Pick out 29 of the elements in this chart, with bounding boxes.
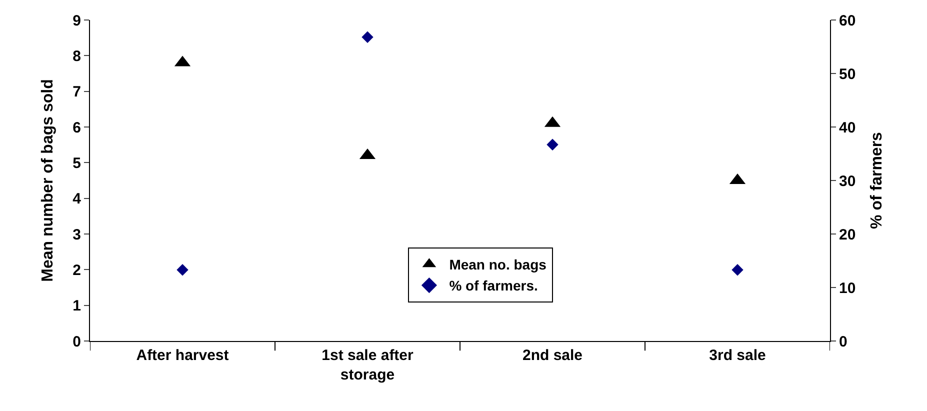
- x-tick-label: 3rd sale: [709, 347, 766, 364]
- point: [546, 138, 558, 151]
- point: [362, 31, 374, 43]
- y-tick-label: 8: [72, 48, 81, 65]
- y-tick-label: 1: [72, 298, 81, 315]
- y-tick-label: 4: [72, 190, 82, 208]
- y-tick-label: 9: [72, 12, 81, 30]
- y-axis-title: Mean number of bags sold: [40, 79, 57, 282]
- legend-label: Mean no. bags: [449, 256, 547, 273]
- y-tick-label: 2: [72, 262, 81, 279]
- legend-label: % of farmers.: [449, 278, 538, 294]
- y2-tick-label: 50: [839, 66, 856, 83]
- y2-tick-label: 20: [839, 226, 856, 244]
- y-tick-label: 5: [72, 154, 81, 172]
- point: [732, 264, 744, 276]
- x-tick-label: 1st sale after storage: [322, 347, 414, 384]
- x-tick-label: 2nd sale: [522, 347, 583, 364]
- x-tick-label: After harvest: [136, 347, 229, 364]
- y2-tick-label: 40: [839, 119, 856, 136]
- point: [176, 264, 188, 276]
- y-tick-label: 6: [72, 119, 81, 136]
- y-tick-label: 0: [72, 333, 81, 350]
- y2-tick-label: 0: [839, 333, 848, 350]
- y-tick-label: 3: [72, 226, 81, 244]
- y2-tick-label: 30: [839, 172, 856, 190]
- y2-axis-title: % of farmers: [868, 132, 886, 229]
- y2-tick-label: 10: [839, 280, 856, 297]
- y-tick-label: 7: [72, 84, 81, 101]
- y2-tick-label: 60: [839, 12, 856, 30]
